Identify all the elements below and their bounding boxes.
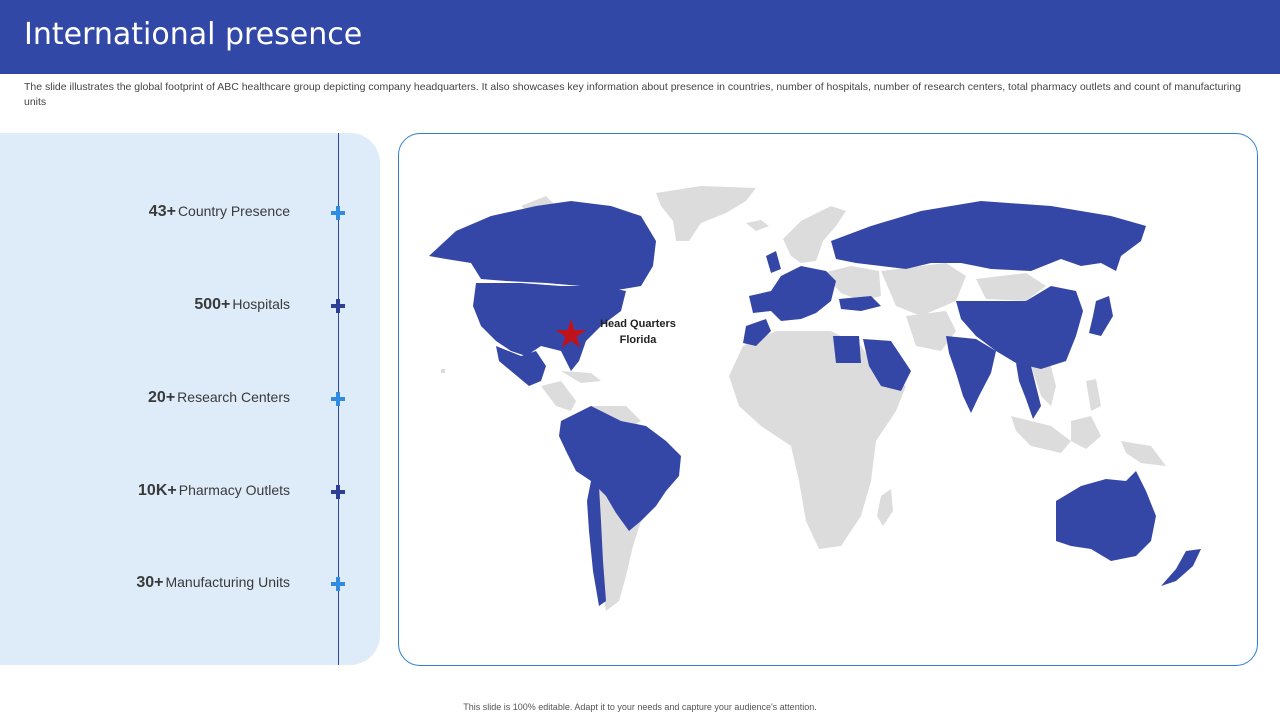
caribbean [561, 371, 601, 383]
hq-location: Florida [619, 334, 657, 346]
stat-value: 43+ [148, 203, 176, 220]
japan [1089, 296, 1113, 336]
stat-research-centers: 20+ Research Centers [0, 389, 290, 407]
stat-label: Manufacturing Units [165, 574, 290, 590]
title-bar: International presence [0, 0, 1280, 74]
eastern-europe [823, 266, 881, 301]
new-zealand [1161, 549, 1201, 586]
stat-country-presence: 43+ Country Presence [0, 203, 290, 221]
stat-value: 20+ [148, 389, 176, 406]
morocco [743, 319, 771, 346]
footer-note: This slide is 100% editable. Adapt it to… [463, 702, 817, 712]
scandinavia [783, 206, 846, 263]
turkey [839, 296, 881, 311]
stat-value: 30+ [136, 574, 164, 591]
china [956, 286, 1083, 369]
borneo [1071, 416, 1101, 449]
usa [473, 283, 626, 371]
plus-marker-icon [331, 206, 345, 220]
chile [587, 481, 606, 606]
headquarters-label: Head Quarters Florida [583, 316, 693, 348]
stat-value: 10K+ [138, 482, 177, 499]
page-title: International presence [24, 17, 363, 52]
russia [831, 201, 1146, 271]
madagascar [877, 489, 893, 526]
small-islands [441, 369, 445, 373]
stat-value: 500+ [194, 296, 231, 313]
slide-description: The slide illustrates the global footpri… [24, 81, 1241, 108]
philippines [1086, 379, 1101, 411]
presence-regions [429, 201, 1201, 606]
hq-title: Head Quarters [600, 318, 676, 330]
plus-marker-icon [331, 485, 345, 499]
western-europe [749, 266, 836, 321]
canada [429, 201, 656, 291]
africa [729, 331, 906, 549]
indonesia [1011, 416, 1071, 453]
uk [766, 251, 781, 273]
stat-hospitals: 500+ Hospitals [0, 296, 290, 314]
mexico [496, 346, 546, 386]
stat-label: Country Presence [177, 203, 290, 219]
central-america [541, 381, 576, 411]
stat-pharmacy-outlets: 10K+ Pharmacy Outlets [0, 482, 290, 500]
brazil-and-andes [559, 406, 681, 531]
plus-marker-icon [331, 392, 345, 406]
new-guinea [1121, 441, 1166, 466]
iran-afghanistan [906, 311, 956, 351]
stat-label: Pharmacy Outlets [178, 482, 290, 498]
stat-label: Hospitals [232, 296, 290, 312]
stat-label: Research Centers [177, 389, 290, 405]
iceland [746, 220, 769, 231]
plus-marker-icon [331, 299, 345, 313]
world-map [429, 186, 1201, 611]
australia [1056, 471, 1156, 561]
egypt [833, 336, 861, 363]
stat-manufacturing-units: 30+ Manufacturing Units [0, 574, 290, 592]
greenland [656, 186, 756, 241]
mongolia [976, 273, 1046, 301]
central-asia [881, 263, 966, 316]
stats-panel [0, 133, 380, 665]
plus-marker-icon [331, 577, 345, 591]
india [946, 336, 996, 413]
indochina [1031, 359, 1056, 406]
arabia [863, 339, 911, 391]
world-map-panel [398, 133, 1258, 666]
headquarters-star-icon [556, 319, 586, 348]
myanmar-thailand [1016, 363, 1041, 419]
